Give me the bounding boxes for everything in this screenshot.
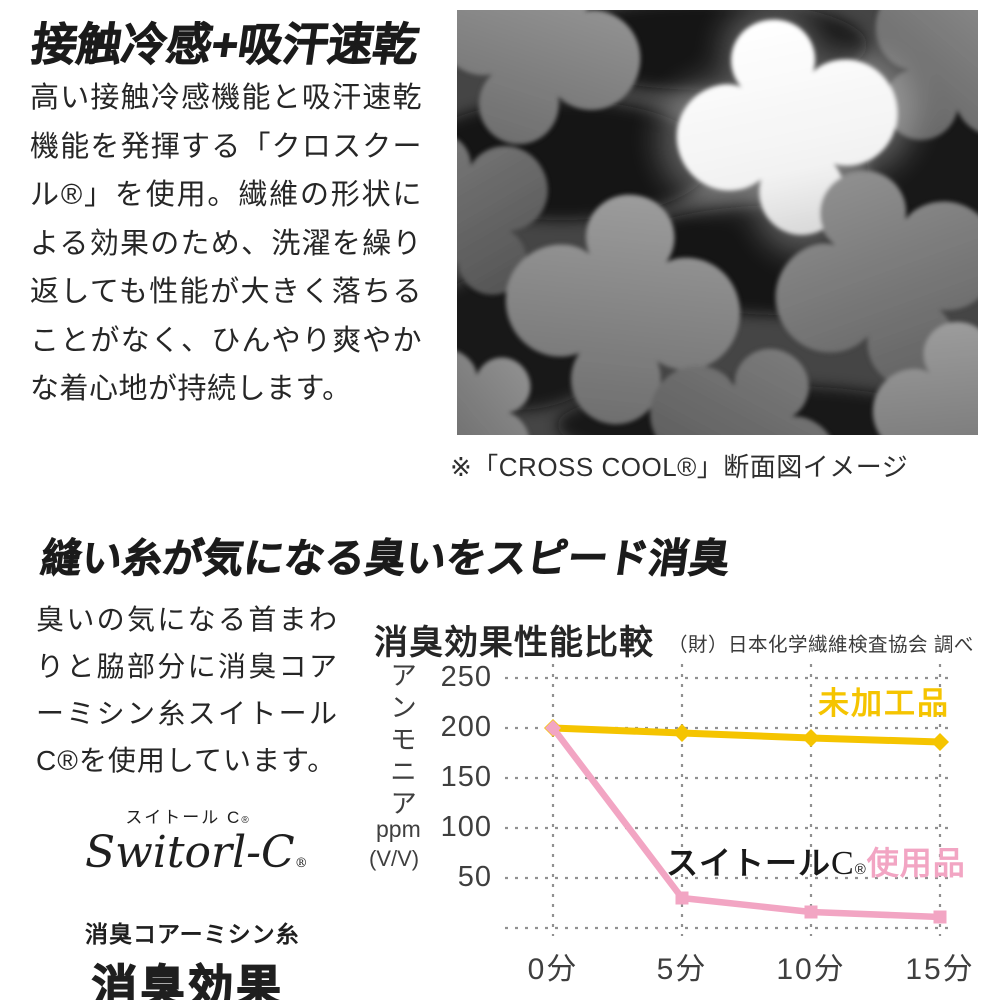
x-tick-label: 0分 (527, 953, 579, 986)
y-axis-label: アンモニア (386, 661, 416, 821)
series-label-used-c: C (831, 845, 855, 882)
data-point (933, 910, 947, 924)
registered-mark: ® (241, 815, 251, 826)
chart-subtitle: （財）日本化学繊維検査協会 調べ (668, 634, 974, 656)
series-label-untreated: 未加工品 (818, 686, 950, 721)
data-point (802, 729, 820, 747)
sem-svg (343, 0, 1000, 573)
y-tick-label: 100 (440, 811, 492, 843)
y-tick-label: 250 (440, 661, 492, 693)
chart: 消臭効果性能比較 （財）日本化学繊維検査協会 調べ アンモニア ppm (V/V… (360, 615, 1000, 1000)
data-point (545, 720, 561, 736)
deodorant-section-heading: 縫い糸が気になる臭いをスピード消臭 (38, 537, 734, 582)
registered-mark: ® (854, 861, 867, 878)
data-point (931, 733, 949, 751)
x-tick-label: 15分 (905, 953, 975, 986)
data-point (804, 905, 818, 919)
logo-kana-text: スイトール C (125, 808, 242, 827)
logo-script-text: Switorl-C (85, 827, 295, 878)
cool-section-body: 高い接触冷感機能と吸汗速乾機能を発揮する「クロスクール®」を使用。繊維の形状によ… (30, 82, 422, 405)
logo-kana-name: スイトール C® (85, 803, 291, 828)
y-tick-label: 200 (440, 711, 492, 743)
logo-subtitle: 消臭コアーミシン糸 (85, 921, 300, 947)
logo-script-name: Switorl-C® (85, 828, 308, 889)
chart-plot (505, 664, 955, 936)
switorl-c-logo: スイトール C® Switorl-C® 消臭コアーミシン糸 消臭効果 (85, 803, 308, 1000)
series-label-used: スイトールC®使用品 (666, 838, 966, 884)
y-axis-unit-2: (V/V) (369, 846, 420, 871)
image-caption: ※「CROSS COOL®」断面図イメージ (450, 452, 909, 482)
y-tick-label: 150 (440, 761, 492, 793)
registered-mark: ® (294, 856, 308, 871)
cool-section-heading: 接触冷感+吸汗速乾 (28, 19, 422, 71)
chart-title: 消臭効果性能比較 (374, 624, 654, 662)
logo-title: 消臭効果 (91, 960, 284, 1000)
x-tick-label: 5分 (656, 953, 708, 986)
data-point (673, 724, 691, 742)
series-label-used-black: スイトール (666, 845, 832, 881)
fiber-cross-section-image (343, 0, 1000, 573)
y-tick-label: 50 (457, 861, 492, 893)
series-label-used-pink: 使用品 (866, 845, 966, 881)
x-tick-label: 10分 (776, 953, 846, 986)
deodorant-section-body: 臭いの気になる首まわりと脇部分に消臭コアーミシン糸スイトールC®を使用しています… (36, 604, 338, 776)
data-point (675, 891, 689, 905)
y-axis-unit: ppm (376, 816, 421, 842)
